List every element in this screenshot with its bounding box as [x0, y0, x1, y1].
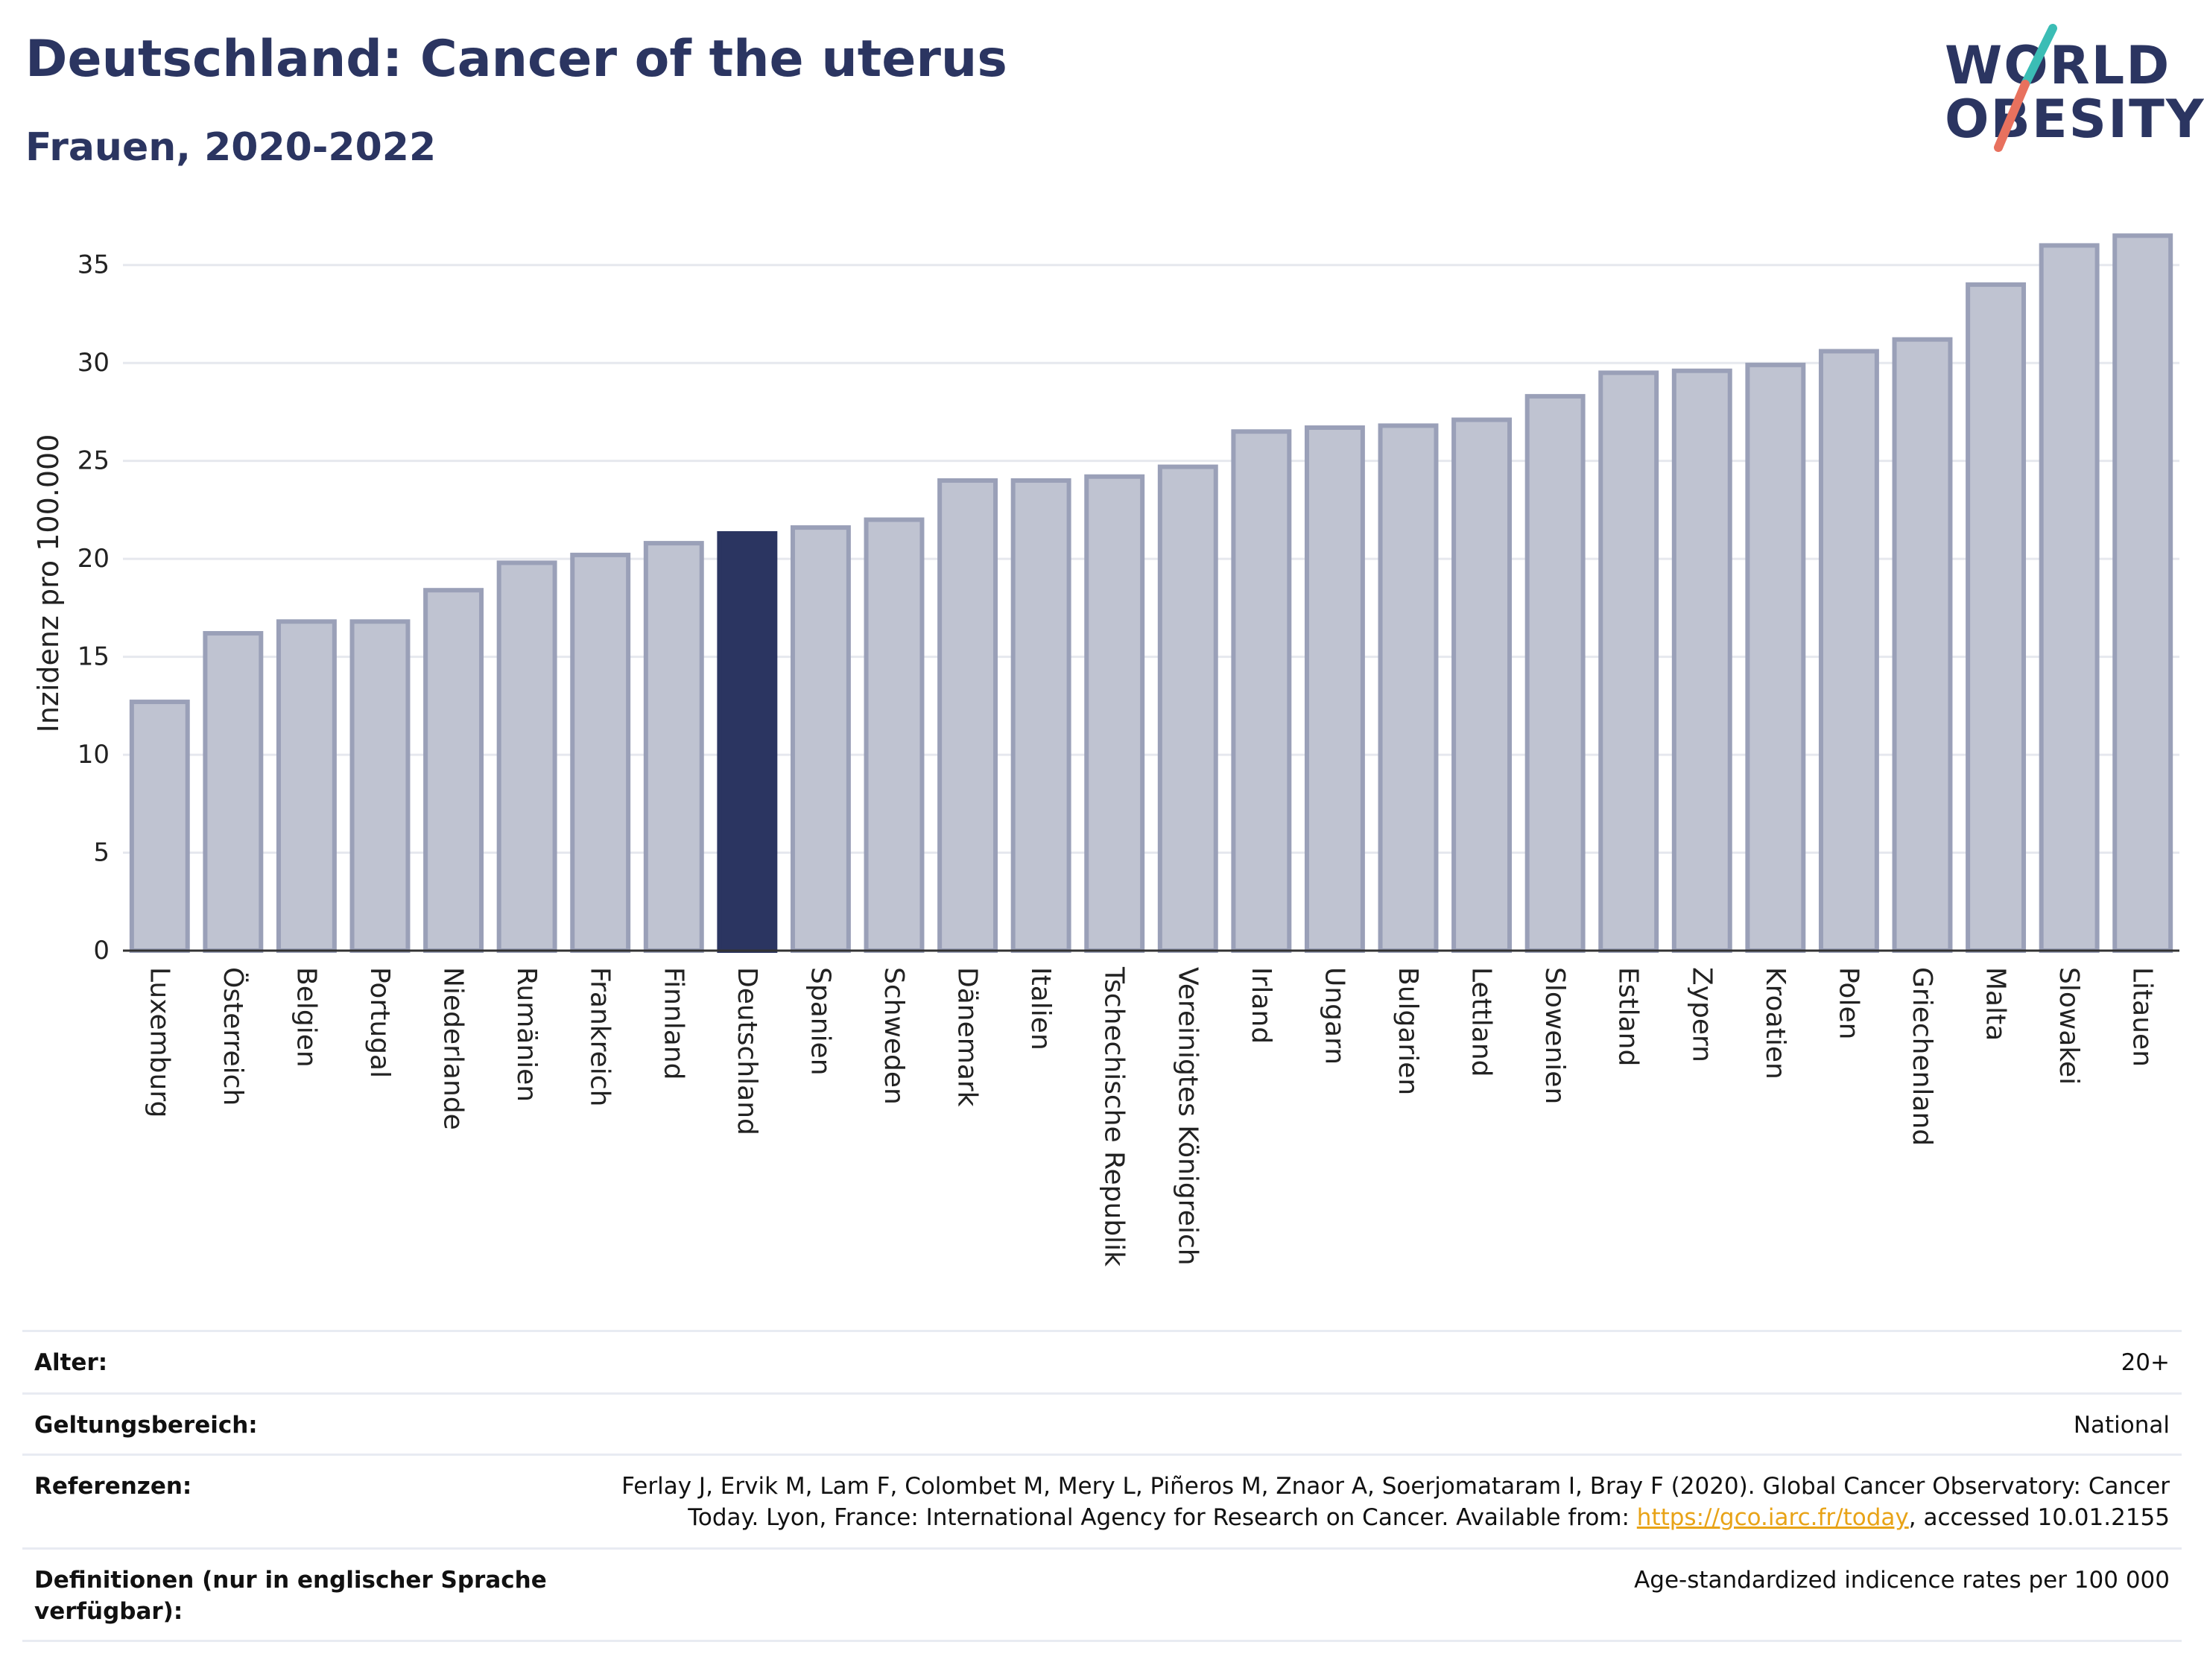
meta-label-definitions: Definitionen (nur in englischer Sprache … [34, 1567, 547, 1625]
bar-25 [1966, 282, 2027, 953]
x-tick-label: Litauen [2127, 967, 2158, 1067]
x-tick-label: Spanien [805, 967, 835, 1076]
meta-value-references: Ferlay J, Ervik M, Lam F, Colombet M, Me… [605, 1471, 2170, 1533]
x-tick-label: Vereinigtes Königreich [1172, 967, 1203, 1266]
reference-link[interactable]: https://gco.iarc.fr/today [1636, 1504, 1909, 1531]
x-tick-label: Polen [1833, 967, 1863, 1039]
x-tick-label: Bulgarien [1393, 967, 1423, 1095]
y-tick-label: 0 [93, 936, 110, 966]
bar-19 [1524, 393, 1586, 953]
x-tick-label: Dänemark [952, 967, 983, 1107]
bar-10 [864, 517, 925, 953]
bar-15 [1231, 429, 1292, 953]
bar-22 [1745, 362, 1806, 953]
meta-row-age: Alter: 20+ [22, 1330, 2182, 1392]
meta-value-age: 20+ [2121, 1349, 2170, 1376]
reference-line-2-text: Today. Lyon, France: International Agenc… [688, 1504, 1637, 1531]
y-tick-label: 20 [77, 544, 110, 574]
bar-9 [790, 525, 851, 953]
bar-8 [717, 530, 778, 953]
y-tick-label: 5 [93, 838, 110, 868]
meta-value-definitions: Age-standardized indicence rates per 100… [1634, 1567, 2170, 1594]
x-tick-label: Kroatien [1760, 967, 1790, 1080]
x-tick-label: Griechenland [1907, 967, 1937, 1146]
bar-1 [203, 631, 264, 953]
x-tick-label: Rumänien [511, 967, 542, 1102]
reference-accessed: , accessed 10.01.2155 [1908, 1504, 2170, 1531]
y-tick-label: 15 [77, 642, 110, 672]
world-obesity-logo: WORLD OBESITY [1937, 21, 2204, 162]
x-tick-label: Belgien [291, 967, 321, 1068]
bar-24 [1892, 337, 1953, 953]
y-tick-label: 10 [77, 740, 110, 770]
meta-label-scope: Geltungsbereich: [34, 1412, 258, 1439]
meta-label-references: Referenzen: [34, 1473, 192, 1500]
x-tick-label: Frankreich [585, 967, 615, 1106]
reference-line-2: Today. Lyon, France: International Agenc… [605, 1502, 2170, 1533]
logo-line-2: OBESITY [1945, 89, 2204, 150]
page-subtitle: Frauen, 2020-2022 [25, 125, 437, 170]
bar-17 [1378, 423, 1439, 953]
logo-line-1: WORLD [1945, 35, 2171, 96]
bar-4 [423, 588, 484, 953]
meta-value-scope: National [2073, 1412, 2170, 1439]
bar-7 [643, 541, 704, 953]
metadata-table: Alter: 20+ Geltungsbereich: National Ref… [22, 1330, 2182, 1642]
x-tick-label: Italien [1025, 967, 1056, 1050]
bar-18 [1451, 417, 1513, 953]
meta-row-scope: Geltungsbereich: National [22, 1392, 2182, 1454]
bar-12 [1010, 478, 1071, 953]
bar-11 [937, 478, 998, 953]
x-tick-label: Zypern [1686, 967, 1717, 1062]
meta-bottom-rule [22, 1640, 2182, 1642]
x-tick-label: Schweden [878, 967, 909, 1105]
x-tick-label: Deutschland [732, 967, 762, 1135]
x-tick-label: Malta [1980, 967, 2011, 1041]
reference-line-1: Ferlay J, Ervik M, Lam F, Colombet M, Me… [621, 1473, 2170, 1500]
bar-6 [570, 552, 631, 953]
y-axis-label: Inzidenz pro 100.000 [32, 434, 65, 733]
bar-5 [496, 560, 557, 953]
bar-13 [1084, 474, 1145, 953]
x-tick-label: Ungarn [1319, 967, 1349, 1065]
x-tick-label: Tschechische Republik [1099, 966, 1130, 1267]
x-tick-label: Lettland [1466, 967, 1497, 1077]
bar-14 [1157, 464, 1218, 953]
y-tick-label: 30 [77, 348, 110, 378]
x-tick-label: Portugal [364, 967, 395, 1078]
logo-slash-icon [1994, 24, 2057, 152]
x-tick-label: Finnland [658, 967, 688, 1080]
bar-3 [349, 619, 411, 953]
x-tick-label: Estland [1613, 967, 1644, 1066]
bar-16 [1304, 425, 1365, 953]
page-title: Deutschland: Cancer of the uterus [25, 30, 1007, 89]
bar-21 [1671, 368, 1732, 953]
meta-row-definitions: Definitionen (nur in englischer Sprache … [22, 1547, 2182, 1640]
x-tick-label: Luxemburg [144, 967, 174, 1118]
meta-label-age: Alter: [34, 1349, 108, 1376]
bar-27 [2112, 233, 2173, 953]
x-tick-label: Slowakei [2053, 967, 2084, 1085]
x-tick-label: Slowenien [1539, 967, 1570, 1104]
x-tick-label: Irland [1246, 967, 1276, 1044]
bar-23 [1818, 349, 1879, 953]
y-tick-label: 35 [77, 250, 110, 280]
bar-chart: 0 5 10 15 20 25 30 35 Inzidenz pro 100.000 Luxemb… [32, 233, 2179, 1267]
x-tick-label: Österreich [218, 967, 249, 1106]
bar-0 [129, 700, 190, 953]
bar-26 [2039, 243, 2100, 953]
x-tick-label: Niederlande [438, 967, 469, 1130]
y-tick-label: 25 [77, 446, 110, 476]
meta-row-references: Referenzen: Ferlay J, Ervik M, Lam F, Co… [22, 1454, 2182, 1547]
bar-20 [1598, 370, 1659, 953]
bar-2 [276, 619, 337, 953]
